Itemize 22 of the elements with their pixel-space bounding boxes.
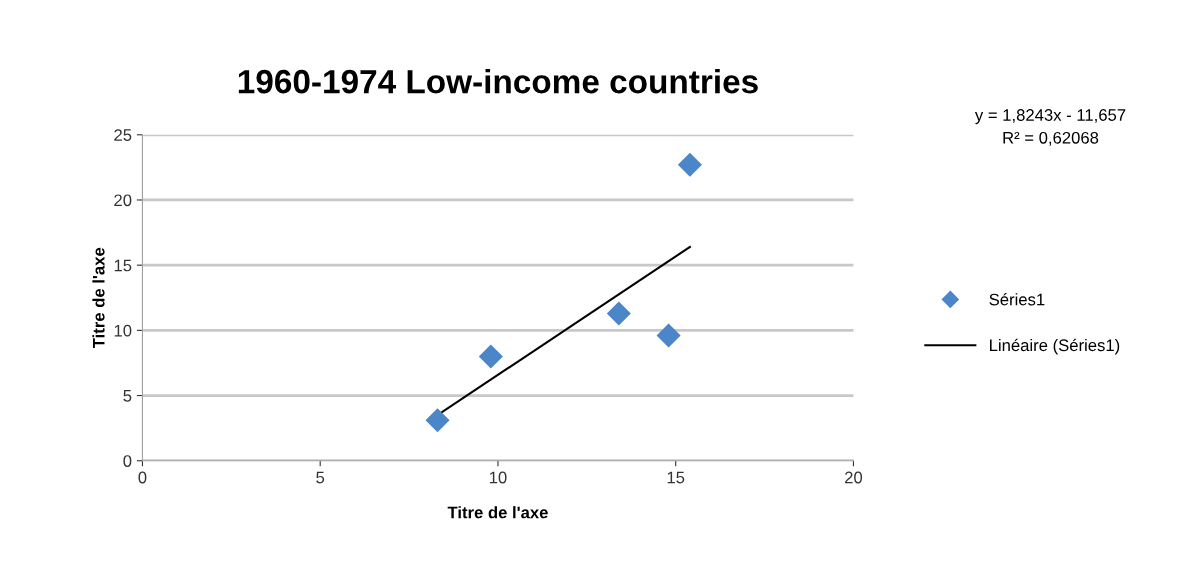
text: y = 1,8243x - 11,657 R² = 0,62068 <box>974 109 1126 146</box>
point <box>606 301 631 326</box>
point <box>677 152 702 177</box>
chart-title: 1960-1974 Low-income countries <box>238 68 758 94</box>
y-tick-label: 5 <box>123 390 132 402</box>
x-tick-label: 20 <box>845 471 863 484</box>
y-tick-label: 25 <box>114 129 132 141</box>
x-axis-title: Titre de l'axe <box>447 506 548 519</box>
y-tick-label: 0 <box>123 455 132 467</box>
y-tick-label: 20 <box>114 194 132 207</box>
point <box>656 323 681 348</box>
y-tick-label: 15 <box>114 259 132 272</box>
x-tick-label: 15 <box>667 471 685 484</box>
point <box>425 408 450 433</box>
x-tick-label: 5 <box>316 471 325 484</box>
y-axis-title: Titre de l'axe <box>92 247 105 349</box>
legend-label: Séries1 <box>989 293 1045 306</box>
y-tick-label: 10 <box>114 324 132 337</box>
x-tick-label: 0 <box>138 471 147 484</box>
point <box>478 344 503 369</box>
legend-label: Linéaire (Séries1) <box>990 338 1120 355</box>
x-tick-label: 10 <box>489 471 507 484</box>
